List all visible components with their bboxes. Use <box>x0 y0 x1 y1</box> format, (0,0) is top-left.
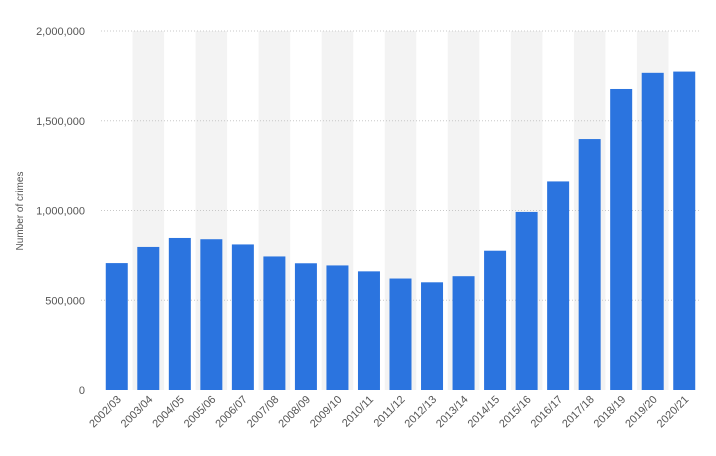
x-tick-label: 2006/07 <box>213 394 250 431</box>
x-tick-label: 2007/08 <box>245 394 282 431</box>
bar[interactable] <box>515 211 538 390</box>
y-tick-label: 2,000,000 <box>36 26 85 38</box>
y-tick-label: 500,000 <box>45 295 85 307</box>
bar[interactable] <box>168 237 191 390</box>
bar[interactable] <box>641 72 664 390</box>
bar[interactable] <box>263 256 286 390</box>
bar[interactable] <box>421 282 444 390</box>
bar[interactable] <box>547 181 570 390</box>
bar[interactable] <box>357 271 380 390</box>
x-tick-label: 2004/05 <box>150 394 187 431</box>
y-tick-label: 1,000,000 <box>36 206 85 218</box>
bars <box>105 71 696 390</box>
bar[interactable] <box>231 244 254 390</box>
bar[interactable] <box>610 88 633 390</box>
x-tick-label: 2011/12 <box>372 394 408 430</box>
bar[interactable] <box>137 246 160 390</box>
x-axis-tick-labels: 2002/032003/042004/052005/062006/072007/… <box>87 394 691 431</box>
x-tick-label: 2008/09 <box>276 394 313 431</box>
x-tick-label: 2012/13 <box>403 394 440 431</box>
bar[interactable] <box>389 278 412 390</box>
x-tick-label: 2009/10 <box>308 394 345 431</box>
x-tick-label: 2010/11 <box>340 394 376 430</box>
bar[interactable] <box>294 263 317 390</box>
bar[interactable] <box>673 71 696 390</box>
x-tick-label: 2015/16 <box>497 394 534 431</box>
x-tick-label: 2014/15 <box>466 394 503 431</box>
x-tick-label: 2005/06 <box>182 394 219 431</box>
bar[interactable] <box>452 276 475 390</box>
bar[interactable] <box>105 263 128 390</box>
bar[interactable] <box>578 139 601 390</box>
y-tick-label: 0 <box>79 385 85 397</box>
bar[interactable] <box>200 239 223 390</box>
x-tick-label: 2018/19 <box>592 394 629 431</box>
x-tick-label: 2002/03 <box>87 394 124 431</box>
y-axis-title: Number of crimes <box>15 172 26 251</box>
y-tick-label: 1,500,000 <box>36 116 85 128</box>
x-tick-label: 2013/14 <box>434 394 471 431</box>
x-tick-label: 2019/20 <box>623 394 660 431</box>
bar[interactable] <box>484 250 507 390</box>
bar[interactable] <box>326 265 349 390</box>
x-tick-label: 2017/18 <box>560 394 597 431</box>
x-tick-label: 2016/17 <box>529 394 566 431</box>
x-tick-label: 2003/04 <box>119 394 156 431</box>
x-tick-label: 2020/21 <box>655 394 692 431</box>
y-axis-tick-labels: 0 500,000 1,000,000 1,500,000 2,000,000 <box>36 26 85 397</box>
